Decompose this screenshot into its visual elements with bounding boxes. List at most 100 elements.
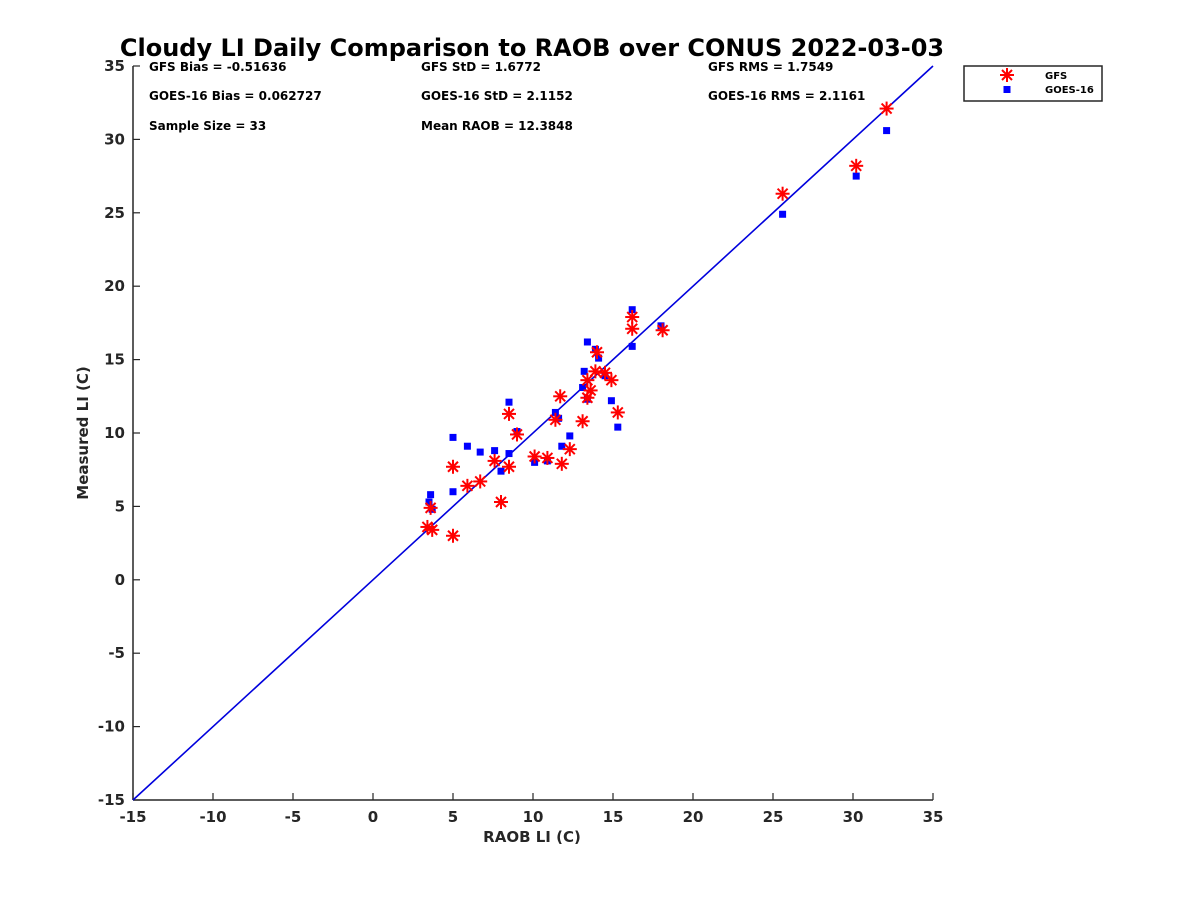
gfs-point [510,427,524,442]
gfs-point [502,459,516,474]
legend-gfs-marker [1000,68,1014,82]
x-tick-label: 20 [683,808,704,826]
y-tick-label: 20 [104,277,125,295]
goes-16-point [449,488,457,496]
gfs-point [446,459,460,474]
y-tick-label: 10 [104,424,125,442]
gfs-point [460,478,475,493]
goes-16-point [566,432,574,440]
x-tick-label: 10 [523,808,544,826]
gfs-point [879,101,894,116]
goes-16-point [607,397,615,405]
gfs-std-stat: GFS StD = 1.6772 [421,60,541,74]
legend-goes-label: GOES-16 [1045,85,1094,96]
gfs-point [583,383,598,398]
x-tick-label: 5 [448,808,458,826]
y-tick-label: 30 [104,130,125,148]
chart-title: Cloudy LI Daily Comparison to RAOB over … [120,34,944,62]
gfs-point [588,364,603,379]
legend-goes-marker [1003,86,1011,93]
goes-16-point [555,414,563,422]
goes-16-point [476,448,484,456]
gfs-point [425,522,440,537]
gfs-point [849,158,864,173]
x-tick-label: 0 [368,808,378,826]
legend-box [963,65,1103,102]
goes-rms-stat: GOES-16 RMS = 2.1161 [708,89,865,103]
goes-16-point [558,442,566,450]
goes-16-point [779,210,787,218]
gfs-point [487,453,502,468]
y-tick-label: 35 [104,57,125,75]
gfs-rms-stat: GFS RMS = 1.7549 [708,60,833,74]
one-to-one-line [132,65,934,801]
y-axis-label: Measured LI (C) [74,366,92,499]
y-tick-label: 0 [115,571,125,589]
gfs-point [562,442,577,457]
stats-block: GFS Bias = -0.51636 GFS StD = 1.6772 GFS… [149,60,865,133]
x-tick-label: -15 [119,808,146,826]
goes-16-point [852,172,860,180]
gfs-point [494,494,508,509]
gfs-point [580,373,595,388]
goes-16-point [657,322,665,330]
legend-gfs-label: GFS [1045,71,1067,82]
y-tick-label: 15 [104,351,125,369]
y-tick-label: -5 [108,644,125,662]
mean-raob-stat: Mean RAOB = 12.3848 [421,119,573,133]
gfs-point [502,406,516,421]
gfs-point [446,528,460,543]
goes-16-point [463,442,471,450]
goes-16-point [551,408,559,416]
y-tick-label: -10 [98,718,125,736]
goes-16-point [449,433,457,441]
goes-16-point [497,467,505,475]
gfs-point [775,186,790,201]
goes-16-point [505,398,513,406]
y-tick-label: 5 [115,497,125,515]
x-tick-label: -10 [199,808,226,826]
one-to-one-reference-line [132,65,934,801]
sample-size-stat: Sample Size = 33 [149,119,266,133]
y-tick-label: -15 [98,791,125,809]
gfs-point [590,345,604,360]
gfs-bias-stat: GFS Bias = -0.51636 [149,60,286,74]
goes-16-point [628,342,636,350]
x-tick-label: -5 [285,808,302,826]
goes-16-point [580,367,588,375]
x-axis-label: RAOB LI (C) [483,828,581,846]
data-points [420,101,894,543]
gfs-point [575,414,590,429]
gfs-point [604,373,619,388]
gfs-point [540,450,555,465]
gfs-point [625,310,640,325]
x-tick-label: 25 [763,808,784,826]
gfs-point [655,323,670,338]
tick-labels: -15 -10 -5 0 5 10 15 20 25 30 35 -15 -10 -5 0 5 10 15 20 25… [98,57,944,826]
goes-std-stat: GOES-16 StD = 2.1152 [421,89,573,103]
goes-16-point [883,127,891,135]
goes-16-point [579,383,587,391]
goes-16-point [583,338,591,346]
goes-16-point [427,491,435,499]
y-tick-label: 25 [104,204,125,222]
x-tick-label: 15 [603,808,624,826]
gfs-point [553,389,568,404]
goes-16-point [425,498,433,506]
gfs-point [548,412,563,427]
gfs-point [473,474,488,489]
goes-bias-stat: GOES-16 Bias = 0.062727 [149,89,322,103]
gfs-point [423,500,438,515]
legend: GFS GOES-16 [963,65,1103,102]
gfs-point [625,321,640,336]
x-tick-label: 30 [843,808,864,826]
goes-16-point [491,447,499,455]
gfs-point [554,456,569,471]
goes-16-point [614,423,622,431]
goes-16-point [505,450,513,458]
gfs-point [610,405,625,420]
gfs-point [527,449,542,464]
goes-16-point [595,354,603,362]
